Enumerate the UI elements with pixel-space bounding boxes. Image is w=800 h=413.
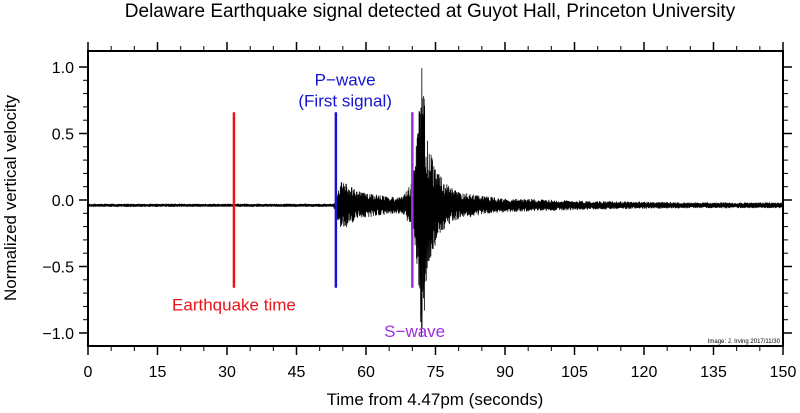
x-tick-label: 90 xyxy=(496,364,514,381)
y-axis: 1.0 0.5 0.0 −0.5 −1.0 xyxy=(42,60,792,343)
x-tick-label: 135 xyxy=(700,364,727,381)
x-tick-label: 105 xyxy=(561,364,588,381)
y-tick-label: −0.5 xyxy=(42,260,74,277)
x-tick-label: 0 xyxy=(84,364,93,381)
y-tick-label: 0.5 xyxy=(52,127,74,144)
x-tick-label: 15 xyxy=(149,364,167,381)
y-tick-label: 0.0 xyxy=(52,193,74,210)
marker-label: Earthquake time xyxy=(172,295,296,314)
x-tick-label: 45 xyxy=(288,364,306,381)
event-markers: Earthquake time P−wave (First signal) S−wav… xyxy=(172,71,445,341)
y-axis-label: Normalized vertical velocity xyxy=(1,95,20,301)
marker-label: P−wave (First signal) xyxy=(298,71,392,111)
x-axis-label: Time from 4.47pm (seconds) xyxy=(327,390,544,409)
marker-label: S−wave xyxy=(384,322,445,341)
chart-title: Delaware Earthquake signal detected at G… xyxy=(125,1,736,22)
image-credit: Image: J. Irving 2017/11/30 xyxy=(708,339,781,345)
x-axis: 0 15 30 45 60 75 90 105 120 135 150 xyxy=(84,42,797,381)
seismogram-trace xyxy=(87,67,784,337)
y-tick-label: −1.0 xyxy=(42,326,74,343)
x-tick-label: 75 xyxy=(427,364,445,381)
y-tick-label: 1.0 xyxy=(52,60,74,77)
x-tick-label: 120 xyxy=(631,364,658,381)
x-tick-label: 60 xyxy=(357,364,375,381)
x-tick-label: 30 xyxy=(218,364,236,381)
x-tick-label: 150 xyxy=(770,364,797,381)
